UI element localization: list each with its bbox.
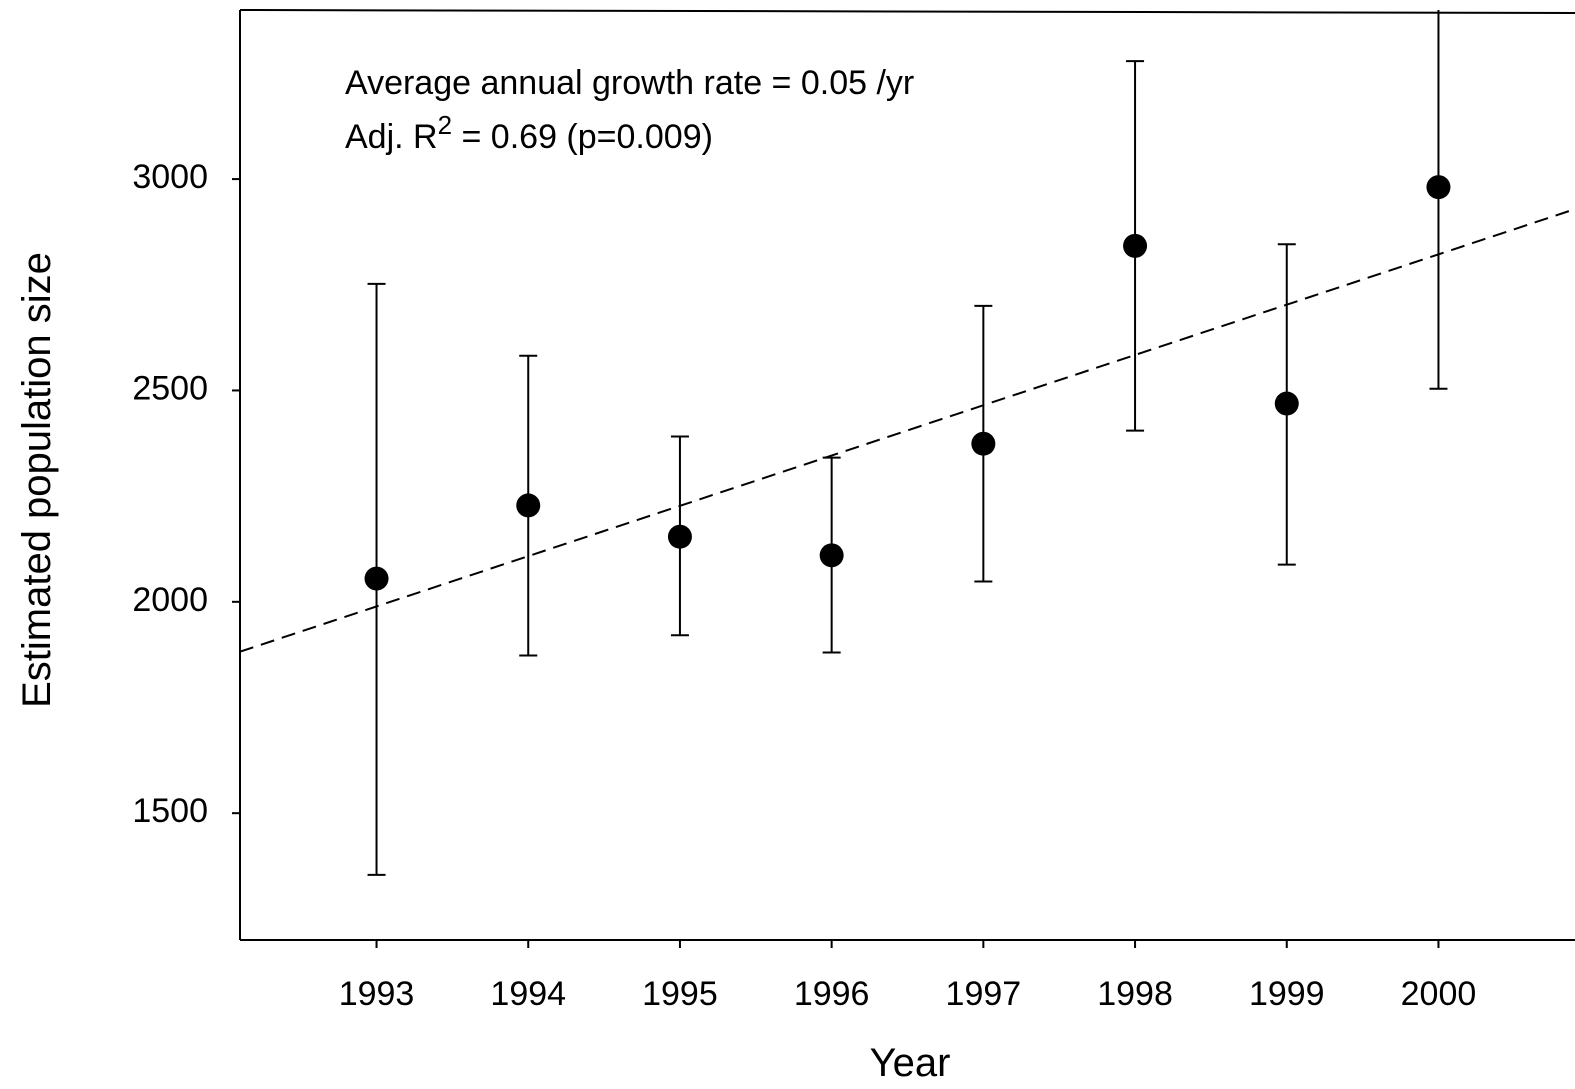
x-tick-label: 1997 <box>946 975 1022 1013</box>
data-point <box>667 524 692 549</box>
annotation-superscript: 2 <box>438 110 452 140</box>
x-tick-label: 1993 <box>339 975 415 1013</box>
top-frame-line <box>239 9 1575 14</box>
data-point <box>1426 175 1451 200</box>
y-tick-label: 3000 <box>132 158 208 196</box>
data-point <box>819 543 844 568</box>
x-axis-title: Year <box>870 1041 951 1085</box>
plot-area <box>240 10 1575 876</box>
data-point <box>364 566 389 591</box>
x-tick-label: 1999 <box>1249 975 1325 1013</box>
y-axis-title: Estimated population size <box>15 252 59 708</box>
annotation-part: = 0.69 (p=0.009) <box>452 118 713 156</box>
y-tick-label: 2500 <box>132 369 208 407</box>
y-tick-label: 1500 <box>132 792 208 830</box>
data-point <box>1274 391 1299 416</box>
data-point <box>516 493 541 518</box>
data-point <box>1123 233 1148 258</box>
data-point <box>971 431 996 456</box>
annotation: Average annual growth rate = 0.05 /yr <box>345 64 914 102</box>
y-tick-label: 2000 <box>132 581 208 619</box>
trend-line <box>240 208 1575 653</box>
x-tick-label: 1998 <box>1097 975 1173 1013</box>
annotation-part: Adj. R <box>345 118 438 156</box>
annotation: Adj. R2 = 0.69 (p=0.009) <box>345 110 713 156</box>
x-tick-label: 1995 <box>642 975 718 1013</box>
x-tick-label: 1994 <box>490 975 566 1013</box>
x-tick-label: 1996 <box>794 975 870 1013</box>
x-tick-label: 2000 <box>1401 975 1477 1013</box>
